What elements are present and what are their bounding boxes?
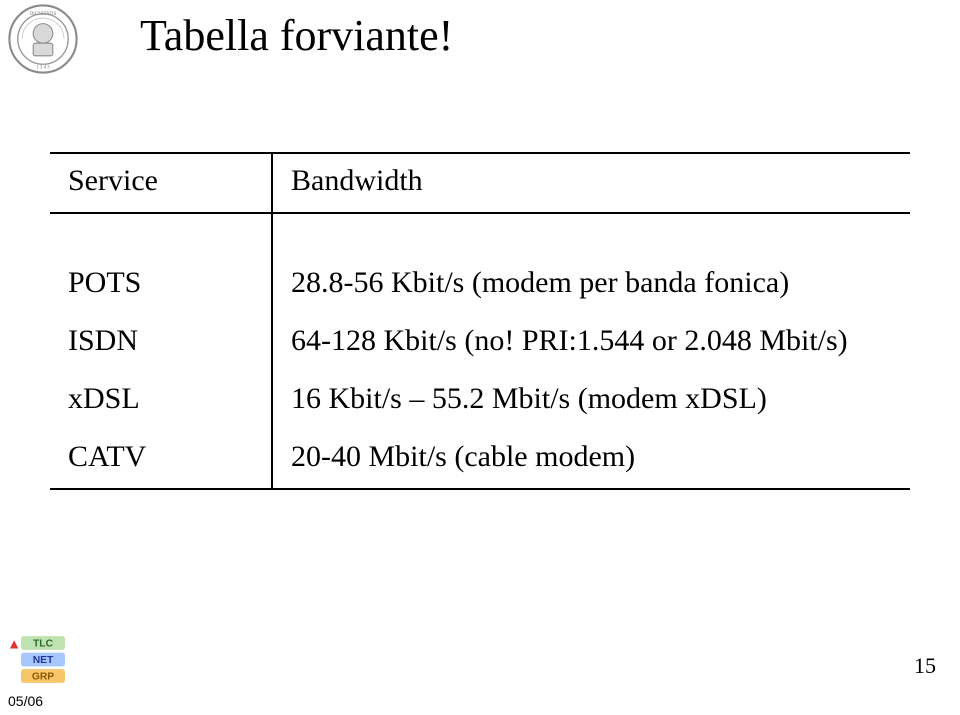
table-row-bandwidth: 28.8-56 Kbit/s (modem per banda fonica) — [272, 256, 910, 314]
svg-text:NET: NET — [33, 655, 54, 666]
svg-text:TLC: TLC — [33, 638, 54, 649]
svg-text:DIGNITATIS: DIGNITATIS — [30, 12, 57, 17]
university-seal-logo: DIGNITATIS 1 3 4 3 — [8, 4, 78, 74]
table-row-bandwidth: 20-40 Mbit/s (cable modem) — [272, 430, 910, 489]
svg-text:GRP: GRP — [32, 671, 54, 682]
page-number: 15 — [914, 653, 936, 679]
group-logo: TLC NET GRP — [8, 632, 78, 687]
table-row-bandwidth: 64-128 Kbit/s (no! PRI:1.544 or 2.048 Mb… — [272, 314, 910, 372]
table-row-service: ISDN — [50, 314, 272, 372]
bandwidth-table: Service Bandwidth POTS 28.8-56 Kbit/s (m… — [50, 152, 910, 490]
table-row-service: xDSL — [50, 372, 272, 430]
svg-text:1 3 4 3: 1 3 4 3 — [36, 65, 50, 70]
slide-date: 05/06 — [8, 693, 43, 709]
slide-title: Tabella forviante! — [140, 10, 453, 61]
table-row-bandwidth: 16 Kbit/s – 55.2 Mbit/s (modem xDSL) — [272, 372, 910, 430]
table-row-service: POTS — [50, 256, 272, 314]
table-header-bandwidth: Bandwidth — [272, 153, 910, 213]
table-header-service: Service — [50, 153, 272, 213]
table-row-service: CATV — [50, 430, 272, 489]
